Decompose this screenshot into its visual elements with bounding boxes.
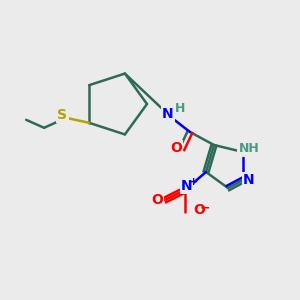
Text: O: O	[193, 203, 205, 217]
Text: NH: NH	[238, 142, 260, 155]
Text: −: −	[200, 202, 210, 214]
Text: S: S	[57, 108, 67, 122]
Text: N: N	[162, 107, 174, 121]
Text: N: N	[181, 179, 193, 193]
Text: H: H	[175, 103, 185, 116]
Text: +: +	[189, 177, 199, 187]
Text: O: O	[170, 141, 182, 155]
Text: N: N	[243, 173, 255, 187]
Text: O: O	[151, 193, 163, 207]
